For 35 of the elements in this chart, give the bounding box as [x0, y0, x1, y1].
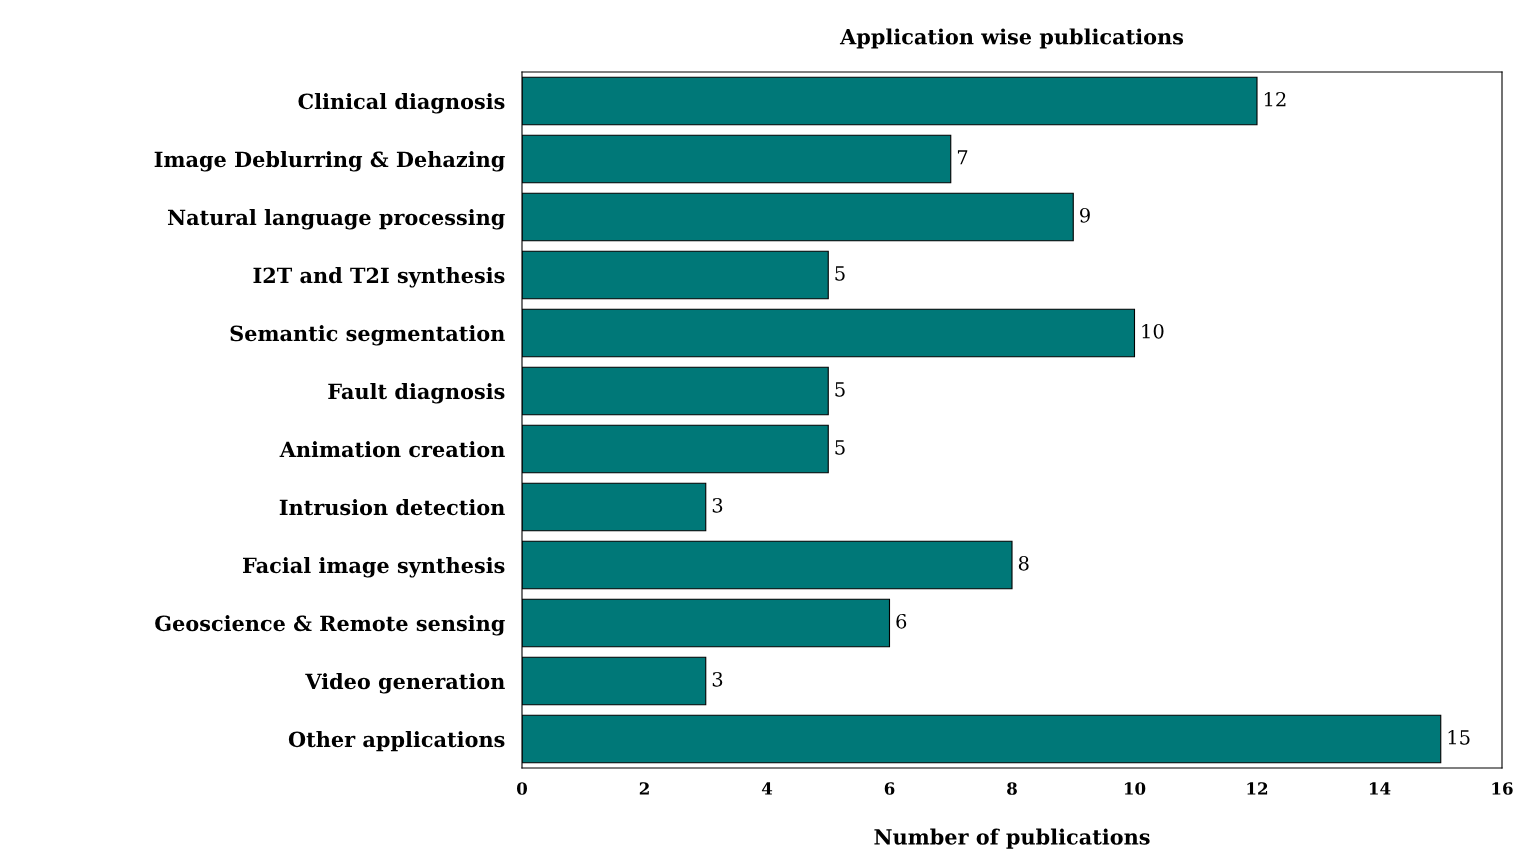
x-tick-label: 16 — [1492, 782, 1513, 795]
y-tick-label: I2T and T2I synthesis — [253, 267, 505, 288]
x-tick-label: 10 — [1124, 782, 1146, 795]
x-tick-label: 12 — [1247, 782, 1268, 795]
data-label: 8 — [1018, 555, 1029, 571]
data-label: 5 — [835, 266, 845, 281]
x-tick-label: 6 — [884, 782, 895, 795]
y-tick-label: Fault diagnosis — [328, 383, 505, 404]
data-label: 5 — [835, 382, 845, 397]
y-tick-label: Natural language processing — [167, 209, 505, 230]
data-label: 10 — [1142, 323, 1164, 339]
x-tick-label: 8 — [1007, 782, 1017, 795]
y-tick-label: Other applications — [288, 731, 505, 752]
data-label: 5 — [835, 440, 845, 455]
data-label: 3 — [712, 671, 723, 687]
data-label: 6 — [896, 613, 907, 629]
data-label: 15 — [1448, 729, 1470, 745]
y-tick-label: Video generation — [305, 673, 505, 694]
y-tick-label: Animation creation — [279, 441, 505, 458]
y-tick-label: Clinical diagnosis — [298, 93, 505, 114]
data-label: 3 — [712, 497, 723, 513]
y-tick-label: Semantic segmentation — [230, 325, 505, 346]
x-tick-label: 14 — [1369, 782, 1391, 795]
data-label: 7 — [957, 150, 968, 165]
x-tick-label: 4 — [761, 782, 773, 795]
y-tick-label: Intrusion detection — [279, 499, 505, 516]
data-label: 9 — [1080, 207, 1090, 223]
y-tick-label: Facial image synthesis — [242, 557, 505, 578]
x-tick-label: 0 — [516, 782, 528, 795]
y-tick-label: Image Deblurring & Dehazing — [154, 151, 505, 172]
x-tick-label: 2 — [639, 782, 649, 795]
data-label: 12 — [1264, 91, 1286, 107]
chart-title: Application wise publications — [839, 28, 1184, 49]
y-tick-label: Geoscience & Remote sensing — [155, 615, 505, 636]
x-axis-title: Number of publications — [874, 828, 1150, 849]
